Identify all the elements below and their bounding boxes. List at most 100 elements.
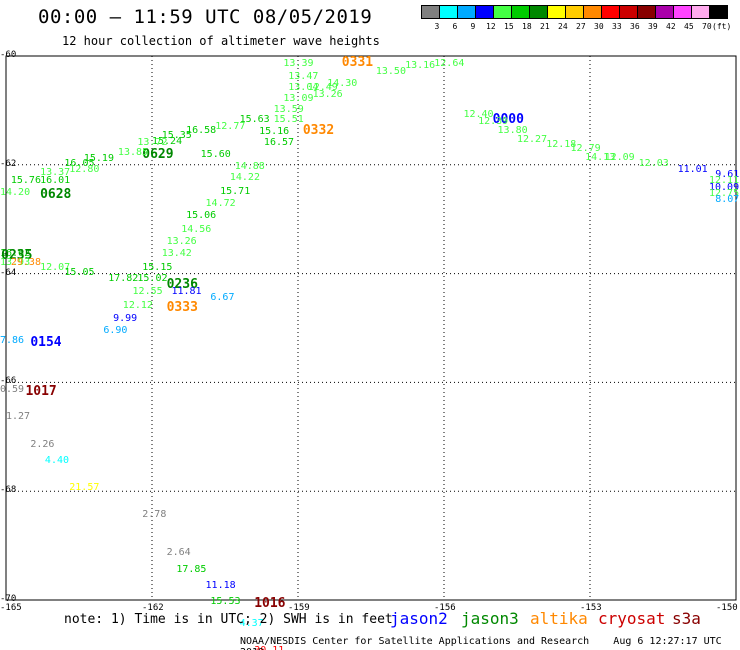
wave-height-label: 17.82 <box>108 272 139 284</box>
footer-credit: NOAA/NESDIS Center for Satellite Applica… <box>240 636 740 650</box>
pass-time-label: 0629 <box>142 147 174 163</box>
wave-height-label: 29.38 <box>10 257 41 269</box>
wave-height-label: 6.67 <box>210 291 235 303</box>
colorbar-label: 9 <box>470 22 476 31</box>
pass-time-label: 1017 <box>25 384 57 400</box>
wave-height-label: 14.56 <box>181 223 212 235</box>
wave-height-label: 12.77 <box>215 121 246 133</box>
legend-cryosat: cryosat <box>598 609 666 628</box>
pass-time-label: 0154 <box>30 335 62 351</box>
wave-height-label: 13.72 <box>137 136 168 148</box>
wave-height-label: 11.81 <box>171 286 202 298</box>
wave-height-label: 13.42 <box>161 248 192 260</box>
colorbar-label: 15 <box>504 22 514 31</box>
wave-height-label: 15.16 <box>259 125 290 137</box>
wave-height-label: 14.20 <box>0 186 31 198</box>
wave-height-label: 12.80 <box>69 163 100 175</box>
colorbar-label: 12 <box>486 22 496 31</box>
wave-height-label: 10.09 <box>709 181 740 193</box>
wave-height-label: 2.26 <box>30 438 55 450</box>
wave-height-label: 13.37 <box>40 166 71 178</box>
wave-height-label: 12.75 <box>709 188 740 200</box>
wave-height-label: 1.27 <box>6 411 31 423</box>
wave-height-label: 30.11 <box>254 646 284 650</box>
wave-height-label: 15.63 <box>239 113 270 125</box>
colorbar-label: 36 <box>630 22 640 31</box>
map-subtitle: 12 hour collection of altimeter wave hei… <box>62 34 380 48</box>
wave-height-label: 13.04 <box>288 82 319 94</box>
wave-height-label: 13.85 <box>117 147 149 159</box>
wave-height-label: 15.19 <box>83 152 114 164</box>
wave-height-label: 12.27 <box>517 133 548 145</box>
wave-height-label: 15.76 <box>10 174 41 186</box>
wave-height-label: 7.86 <box>0 335 25 347</box>
wave-height-label: 15.35 <box>161 130 192 142</box>
credit-timestamp: Aug 6 12:27:17 UTC 2019 <box>240 636 722 650</box>
wave-height-label: 12.12 <box>122 299 153 311</box>
wave-height-label: 0.59 <box>0 384 25 396</box>
pass-time-label: 0000 <box>492 112 524 128</box>
colorbar-label: 21 <box>540 22 550 31</box>
wave-height-label: 17.85 <box>176 563 207 575</box>
wave-height-label: 8.07 <box>715 193 740 205</box>
colorbar-label: 42 <box>666 22 676 31</box>
lon-tick-label: -162 <box>142 603 164 613</box>
pass-time-label: 1016 <box>254 596 286 612</box>
wave-height-label: 13.26 <box>312 88 343 100</box>
lon-tick-label: -153 <box>580 603 602 613</box>
wave-height-label: 12.09 <box>604 151 635 163</box>
pass-time-label: 0332 <box>302 123 335 138</box>
pass-time-label: 0331 <box>341 55 374 70</box>
wave-height-label: 14.72 <box>205 197 236 209</box>
wave-height-label: 16.01 <box>40 174 71 186</box>
wave-height-label: 15.06 <box>186 210 217 222</box>
lon-tick-label: -165 <box>0 603 22 613</box>
lat-tick-label: -64 <box>0 267 17 278</box>
lon-tick-label: -156 <box>434 603 456 613</box>
colorbar-label: 33 <box>612 22 622 31</box>
wave-height-label: 9.61 <box>715 169 740 181</box>
wave-height-label: 14.13 <box>585 151 616 163</box>
wave-height-label: 11.18 <box>205 579 236 591</box>
wave-height-label: 11.01 <box>677 163 708 175</box>
wave-height-label: 12.39 <box>478 115 509 127</box>
lon-tick-label: -159 <box>288 603 310 613</box>
wave-height-label: 12.11 <box>709 174 740 186</box>
wave-height-label: 12.64 <box>434 57 465 69</box>
wave-height-label: 16.05 <box>64 158 95 170</box>
wave-height-label: 15.60 <box>200 148 231 160</box>
map-title: 00:00 – 11:59 UTC 08/05/2019 <box>38 6 373 28</box>
wave-height-label: 13.93 <box>0 257 31 269</box>
colorbar-label: 18 <box>522 22 532 31</box>
wave-height-label: 21.57 <box>69 482 100 494</box>
colorbar-label: 27 <box>576 22 586 31</box>
wave-height-label: 13.39 <box>283 57 314 69</box>
lat-tick-label: -60 <box>0 50 17 60</box>
legend-jason3: jason3 <box>461 609 519 628</box>
wave-height-label: 13.59 <box>273 103 304 115</box>
wave-height-label: 15.53 <box>210 596 241 608</box>
wave-height-label: 13.26 <box>166 235 197 247</box>
wave-height-label: 6.90 <box>103 325 128 337</box>
colorbar-label: 39 <box>648 22 658 31</box>
wave-height-label: 13.16 <box>405 60 436 72</box>
lat-tick-label: -70 <box>0 594 17 604</box>
pass-time-label: 0235 <box>1 248 33 264</box>
wave-height-label: 13.47 <box>288 71 319 83</box>
wave-height-label: 12.07 <box>40 261 71 273</box>
wave-height-label: 12.49 <box>307 82 338 94</box>
wave-height-label: 9.99 <box>113 313 138 325</box>
wave-height-label: 12.55 <box>132 286 163 298</box>
colorbar-label: 45 <box>684 22 694 31</box>
legend-s3a: s3a <box>672 609 701 628</box>
wave-height-label: 2.78 <box>142 509 167 521</box>
wave-height-label: 14.22 <box>229 171 260 183</box>
wave-height-label: 12.40 <box>463 109 494 121</box>
lat-tick-label: -66 <box>0 376 17 387</box>
pass-time-label: 0236 <box>166 276 198 292</box>
wave-height-label: 13.09 <box>283 93 314 105</box>
lat-tick-label: -62 <box>0 158 17 169</box>
colorbar-label: 24 <box>558 22 568 31</box>
wave-height-label: 13.50 <box>375 65 406 77</box>
